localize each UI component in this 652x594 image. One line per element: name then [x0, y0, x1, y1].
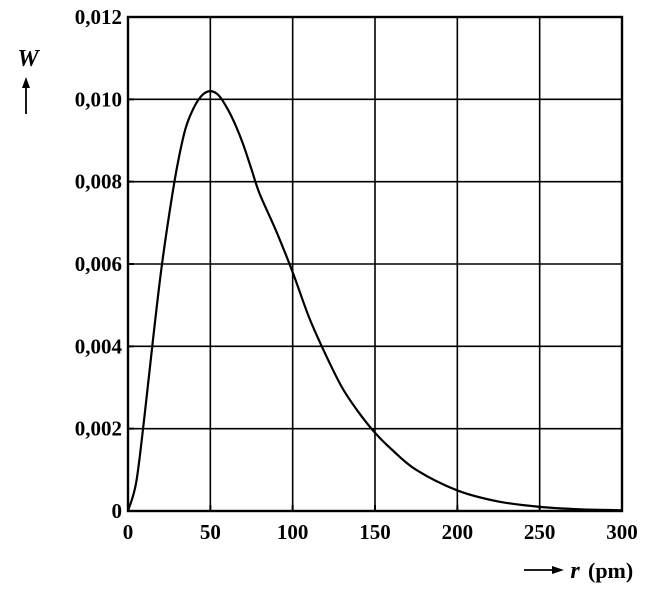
y-tick-label-4: 0,008	[75, 170, 122, 194]
probability-curve	[126, 90, 623, 512]
y-tick-labels: 0 0,002 0,004 0,006 0,008 0,010 0,012	[75, 5, 123, 523]
x-tick-label-250: 250	[524, 520, 556, 544]
y-axis-arrowhead-icon	[22, 77, 30, 88]
x-axis-unit: (pm)	[588, 558, 633, 583]
y-tick-label-3: 0,006	[75, 252, 122, 276]
x-axis-arrowhead-icon	[552, 566, 564, 574]
x-tick-labels: 0 50 100 150 200 250 300	[123, 520, 638, 544]
grid-lines	[128, 17, 622, 511]
x-tick-label-300: 300	[606, 520, 638, 544]
y-tick-label-2: 0,004	[75, 334, 123, 358]
y-tick-label-6: 0,012	[75, 5, 122, 29]
x-axis-title: r	[570, 558, 580, 584]
x-tick-label-100: 100	[277, 520, 309, 544]
y-tick-label-5: 0,010	[75, 87, 122, 111]
y-tick-label-1: 0,002	[75, 417, 122, 441]
x-tick-label-200: 200	[442, 520, 474, 544]
x-tick-label-150: 150	[359, 520, 391, 544]
y-axis-title: W	[17, 46, 40, 72]
series-layer	[126, 90, 623, 512]
axis-ticks	[127, 16, 623, 512]
y-tick-label-0: 0	[112, 499, 123, 523]
x-tick-label-0: 0	[123, 520, 134, 544]
x-tick-label-50: 50	[200, 520, 221, 544]
